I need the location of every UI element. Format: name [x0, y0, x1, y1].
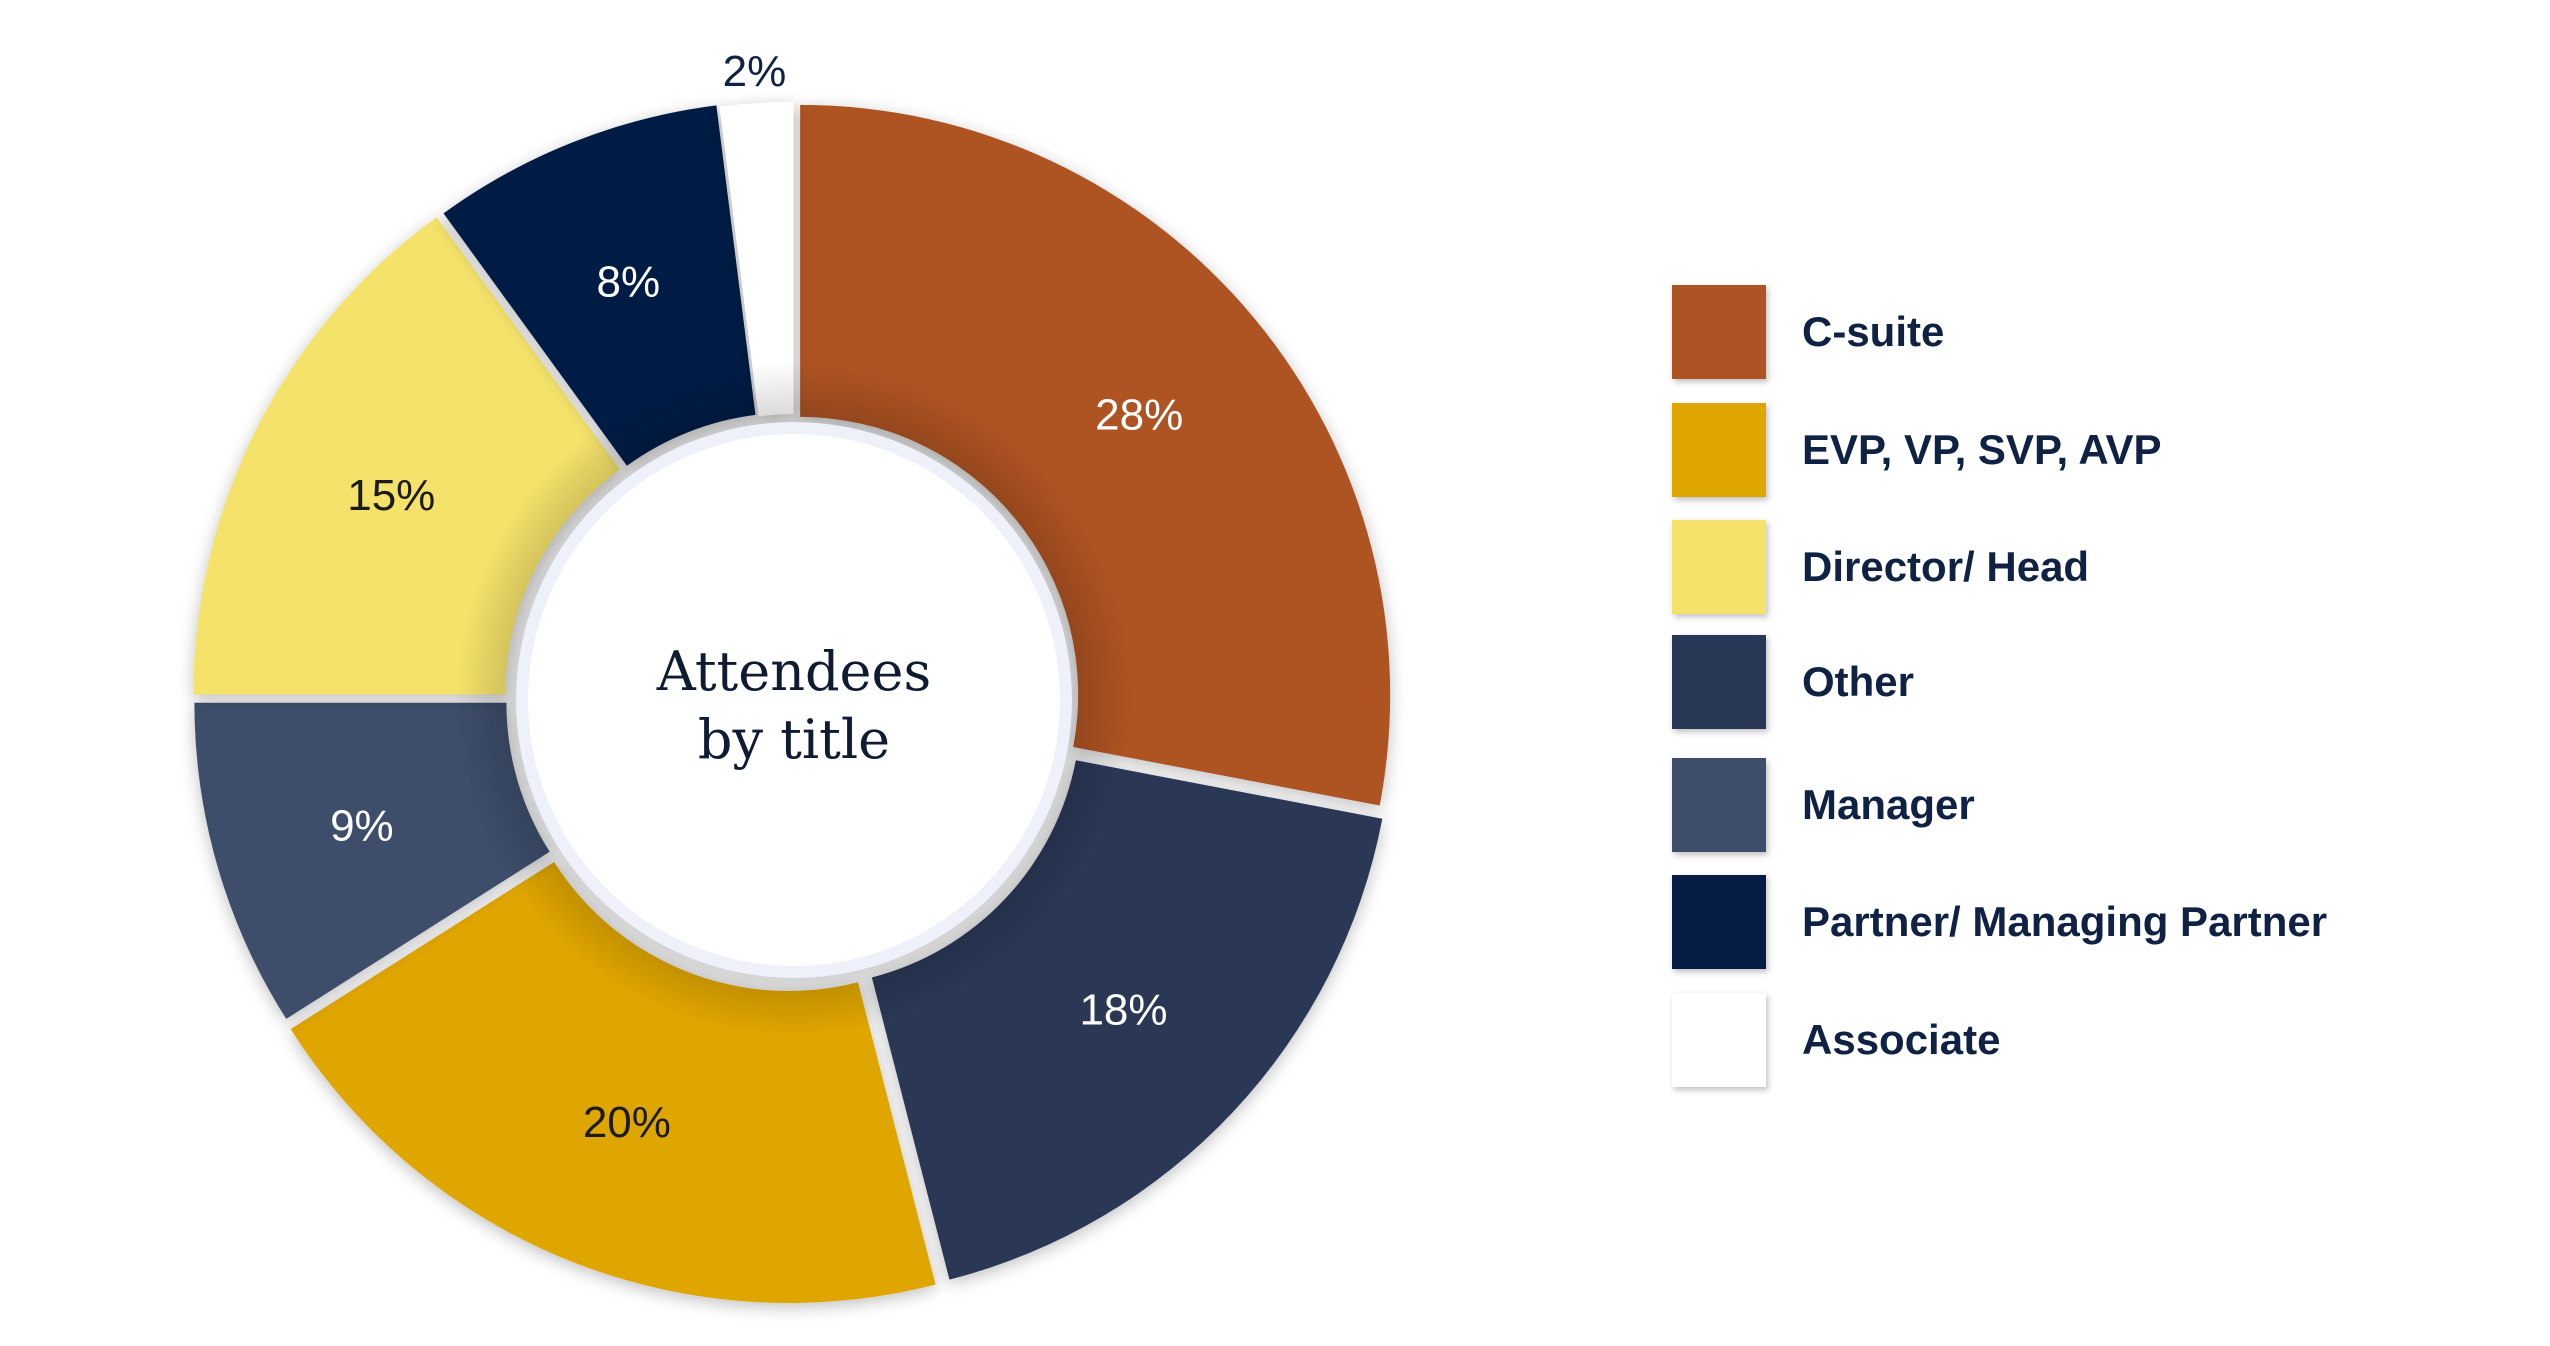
slice-value-label: 2%: [723, 47, 787, 96]
legend-label: Manager: [1802, 781, 1975, 828]
slice-evp-vp-svp-avp: [290, 861, 936, 1304]
legend-item-evp-vp-svp-avp: EVP, VP, SVP, AVP: [1672, 403, 2532, 497]
slice-value-label: 9%: [330, 802, 394, 851]
legend-swatch-partner-managing-partner: [1672, 875, 1766, 969]
legend-swatch-evp-vp-svp-avp: [1672, 403, 1766, 497]
slice-manager: [194, 702, 550, 1019]
slice-value-label: 20%: [583, 1098, 671, 1147]
legend-item-associate: Associate: [1672, 993, 2532, 1087]
legend-label: Associate: [1802, 1016, 2001, 1063]
legend-item-other: Other: [1672, 635, 2532, 729]
slice-value-label: 15%: [347, 471, 435, 520]
slice-value-label: 18%: [1079, 985, 1167, 1034]
legend-swatch-director-head: [1672, 520, 1766, 614]
legend-item-manager: Manager: [1672, 758, 2532, 852]
legend-label: EVP, VP, SVP, AVP: [1802, 426, 2162, 473]
legend-swatch-manager: [1672, 758, 1766, 852]
legend-label: Director/ Head: [1802, 543, 2090, 590]
legend-swatch-c-suite: [1672, 285, 1766, 379]
legend-item-director-head: Director/ Head: [1672, 520, 2532, 614]
legend-item-partner-managing-partner: Partner/ Managing Partner: [1672, 875, 2532, 969]
slice-value-label: 8%: [597, 258, 661, 307]
legend-label: Other: [1802, 658, 1915, 705]
legend-swatch-other: [1672, 635, 1766, 729]
legend-label: C-suite: [1802, 308, 1945, 355]
center-label-line-2: by title: [698, 708, 890, 771]
donut-slices: [193, 102, 1391, 1304]
slice-other: [871, 760, 1383, 1280]
slice-partner-managing-partner: [443, 105, 756, 466]
legend-label: Partner/ Managing Partner: [1802, 898, 2328, 945]
legend-swatch-associate: [1672, 993, 1766, 1087]
slice-labels: 28% 18% 20% 9% 15% 8% 2%: [330, 47, 1183, 1147]
slice-c-suite: [800, 104, 1391, 806]
legend-item-c-suite: C-suite: [1672, 285, 2532, 379]
slice-value-label: 28%: [1095, 390, 1183, 439]
center-label-line-1: Attendees: [656, 640, 931, 703]
center-disc: [528, 434, 1060, 966]
slice-associate: [719, 102, 794, 417]
